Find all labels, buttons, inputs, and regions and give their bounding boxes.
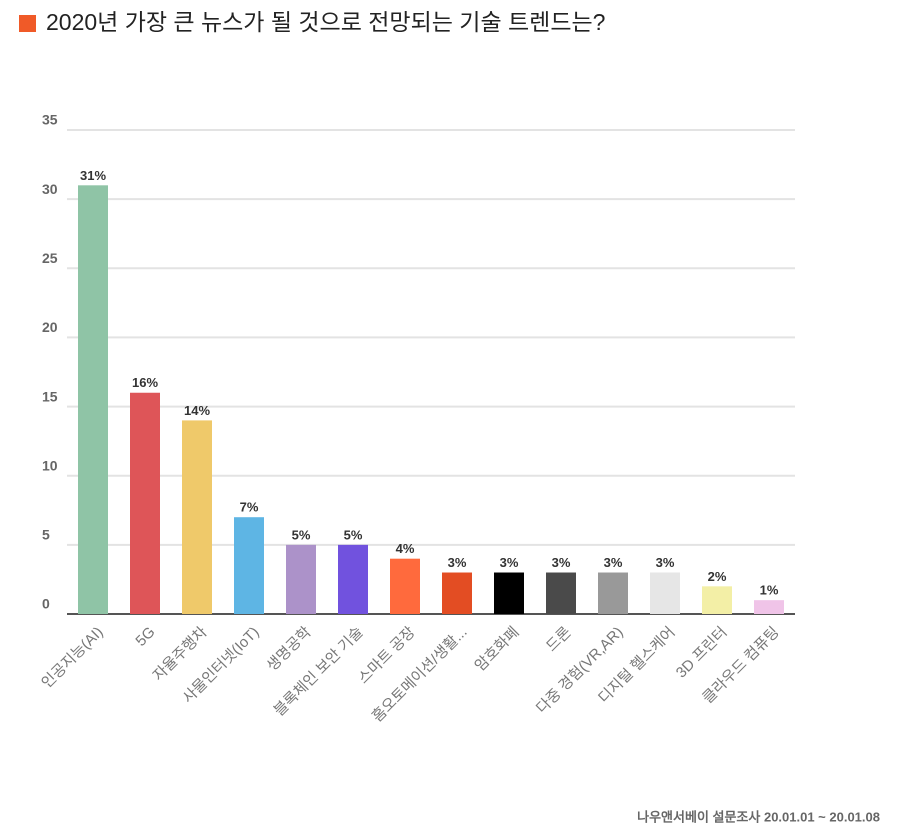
x-tick-label: 드론 <box>543 623 575 655</box>
value-label: 5% <box>344 527 363 542</box>
source: 나우앤서베이 설문조사 20.01.01 ~ 20.01.08 <box>637 809 880 824</box>
value-label: 3% <box>656 555 675 570</box>
title-icon <box>19 15 36 32</box>
x-tick-label: 5G <box>132 624 158 650</box>
y-tick-label: 25 <box>42 250 58 266</box>
value-label: 14% <box>184 403 210 418</box>
y-tick-label: 30 <box>42 181 58 197</box>
value-label: 16% <box>132 375 158 390</box>
y-tick-label: 10 <box>42 457 58 473</box>
bar <box>546 572 576 614</box>
x-tick-label: 인공지능(AI) <box>38 624 106 692</box>
value-label: 3% <box>500 555 519 570</box>
x-tick-label: 암호화폐 <box>472 624 523 675</box>
value-label: 3% <box>604 555 623 570</box>
value-label: 5% <box>292 527 311 542</box>
y-tick-label: 5 <box>42 527 50 543</box>
bar <box>182 420 212 614</box>
value-label: 3% <box>448 555 467 570</box>
y-tick-label: 0 <box>42 596 50 612</box>
bar <box>442 572 472 614</box>
value-label: 3% <box>552 555 571 570</box>
bar <box>390 558 420 614</box>
value-label: 2% <box>708 569 727 584</box>
bar <box>338 544 368 614</box>
bar <box>754 600 784 614</box>
bar <box>702 586 732 614</box>
chart-title: 2020년 가장 큰 뉴스가 될 것으로 전망되는 기술 트렌드는? <box>46 9 605 35</box>
x-tick-label: 다중 경험(VR,AR) <box>533 624 626 717</box>
y-tick-label: 20 <box>42 319 58 335</box>
bar <box>78 185 108 615</box>
bar <box>234 517 264 614</box>
bar <box>598 572 628 614</box>
value-label: 4% <box>396 541 415 556</box>
x-tick-label: 블록체인 보안 기술 <box>271 624 367 720</box>
x-tick-label: 홈오토메이션/생활... <box>368 623 471 726</box>
bar <box>650 572 680 614</box>
bar <box>494 572 524 614</box>
value-label: 1% <box>760 583 779 598</box>
bar <box>286 544 316 614</box>
value-label: 7% <box>240 500 259 515</box>
x-tick-label: 생명공학 <box>264 623 315 674</box>
value-label: 31% <box>80 168 106 183</box>
y-tick-label: 35 <box>42 112 58 128</box>
bar <box>130 392 160 614</box>
y-tick-label: 15 <box>42 388 58 404</box>
